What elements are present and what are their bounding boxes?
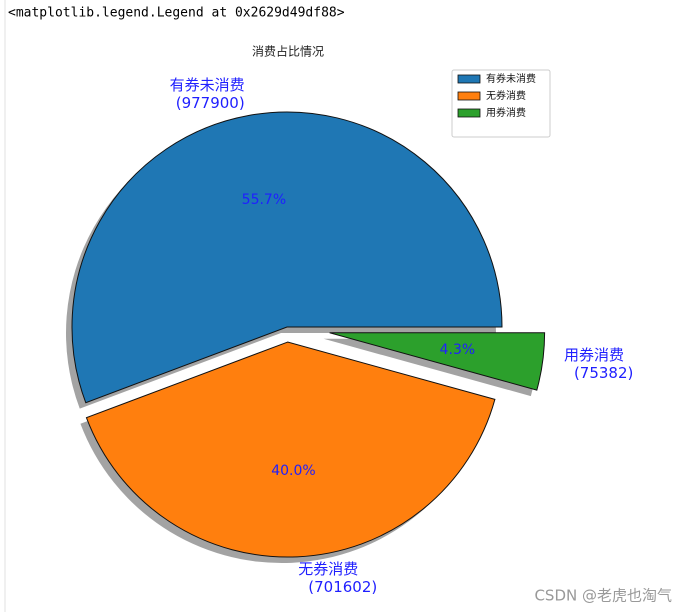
percent-label: 40.0% <box>271 463 315 479</box>
legend-label: 用券消费 <box>486 106 526 119</box>
wedge <box>71 111 503 404</box>
percent-label: 55.7% <box>242 192 286 208</box>
legend-swatch <box>457 108 481 118</box>
watermark: CSDN @老虎也淘气 <box>534 587 672 605</box>
wedge-label: 有券未消费 <box>170 76 245 94</box>
value-label: (75382) <box>574 364 633 382</box>
wedge <box>85 341 496 558</box>
chart-title: 消费占比情况 <box>252 44 324 59</box>
wedge-label: 用券消费 <box>564 346 624 364</box>
legend-swatch <box>457 74 481 84</box>
wedge <box>329 332 546 391</box>
value-label: (701602) <box>308 578 377 596</box>
legend-label: 无券消费 <box>486 89 526 102</box>
wedge-label: 无券消费 <box>298 560 358 578</box>
legend-box <box>451 69 551 138</box>
legend-label: 有券未消费 <box>486 72 536 85</box>
legend-swatch <box>457 91 481 101</box>
value-label: (977900) <box>176 94 245 112</box>
percent-label: 4.3% <box>440 342 476 358</box>
output-text: <matplotlib.legend.Legend at 0x2629d49df… <box>8 6 345 21</box>
